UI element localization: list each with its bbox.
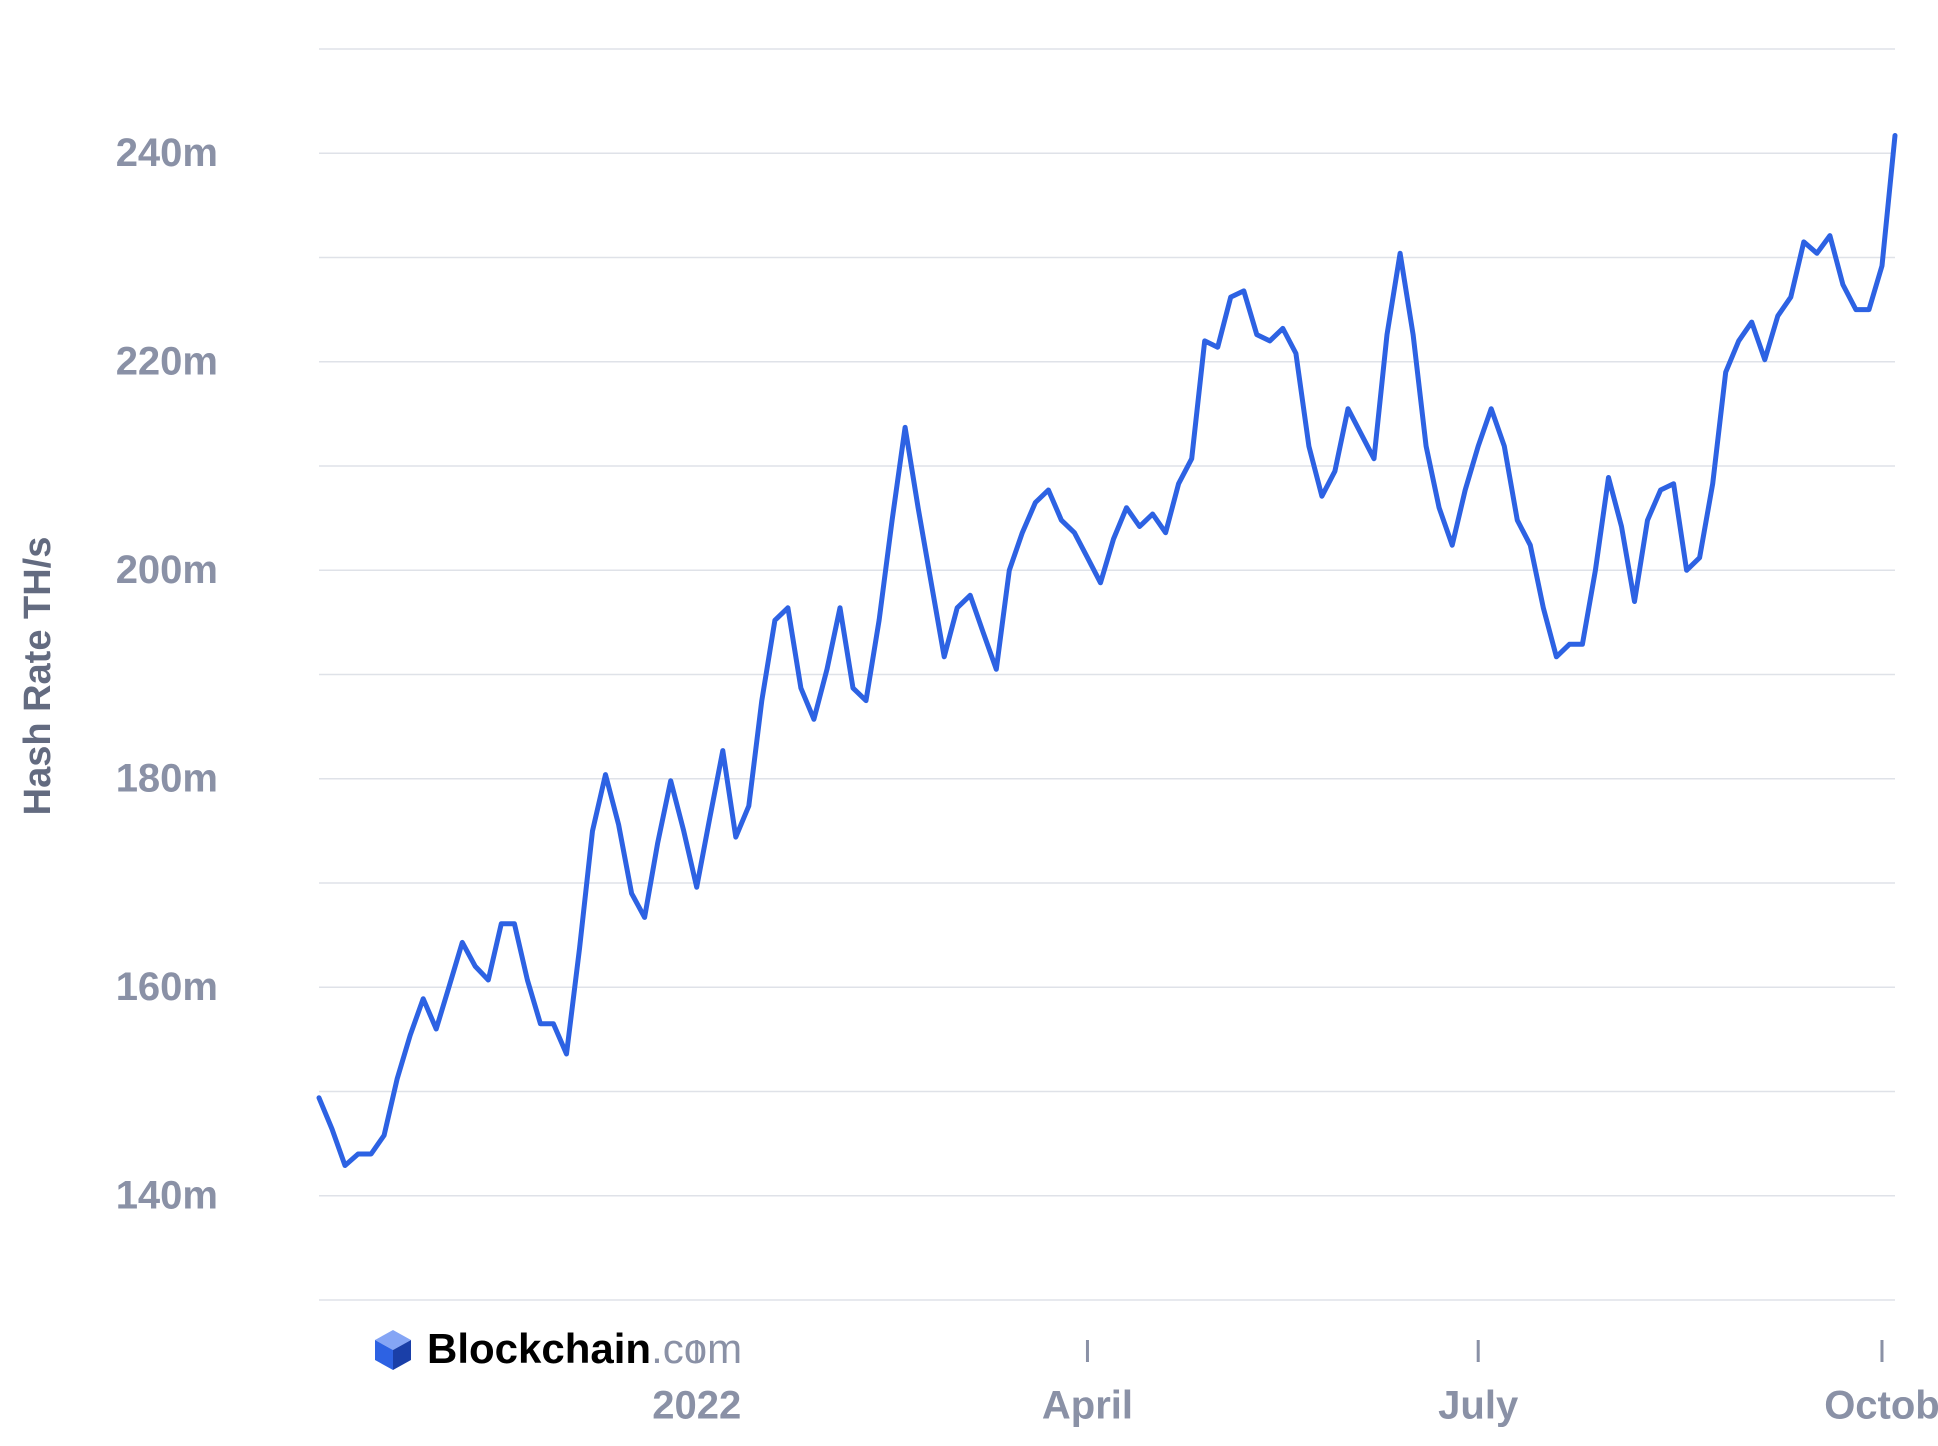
logo-text: Blockchain.com: [427, 1325, 742, 1372]
x-tick-label: Octob: [1824, 1384, 1938, 1428]
x-tick-label: 2022: [652, 1384, 741, 1428]
y-tick-label: 200m: [116, 548, 218, 592]
line: [316, 133, 1898, 1168]
y-tick-label: 140m: [116, 1173, 218, 1217]
y-tick-label: 220m: [116, 339, 218, 383]
x-tick-label: July: [1438, 1384, 1519, 1428]
logo-icon-left: [375, 1340, 393, 1370]
y-tick-label: 180m: [116, 756, 218, 800]
logo-icon-right: [393, 1340, 411, 1370]
y-tick-label: 160m: [116, 965, 218, 1009]
logo: Blockchain.com: [375, 1325, 742, 1372]
y-tick-label: 240m: [116, 131, 218, 175]
logo-suffix: .com: [651, 1325, 742, 1372]
x-tick-label: April: [1042, 1384, 1133, 1428]
y-axis-title: Hash Rate TH/s: [17, 537, 59, 816]
logo-name: Blockchain: [427, 1325, 651, 1372]
